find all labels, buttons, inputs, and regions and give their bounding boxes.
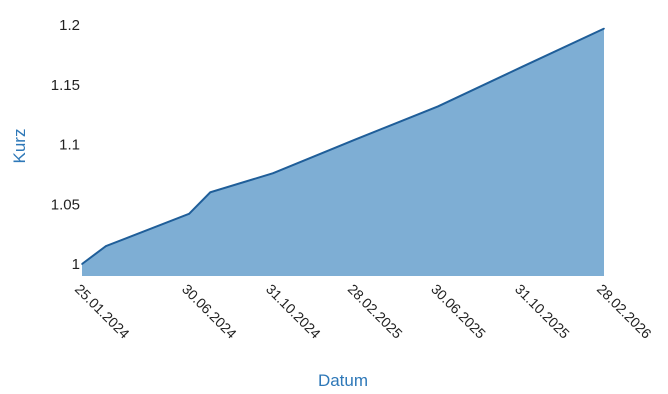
y-tick-label: 1.2 [59,17,80,34]
data-point-0 [81,263,83,265]
data-point-7 [521,66,523,68]
x-tick-label: 25.01.2024 [72,281,133,342]
x-axis-ticks: 25.01.2024 30.06.2024 31.10.2024 28.02.2025… [72,281,655,342]
data-point-8 [603,27,605,30]
y-tick-label: 1.1 [59,137,80,154]
data-point-2 [188,213,190,215]
x-tick-label: 30.06.2025 [428,281,489,342]
x-tick-label: 31.10.2025 [512,281,573,342]
x-tick-label: 28.02.2025 [345,281,406,342]
y-tick-label: 1 [72,256,80,273]
data-point-6 [437,105,439,108]
plot-area [81,27,605,276]
x-tick-label: 31.10.2024 [263,281,324,342]
y-axis-title: Kurz [10,129,29,164]
y-axis-ticks: 1 1.05 1.1 1.15 1.2 [51,17,80,273]
data-point-4 [272,172,274,175]
data-point-5 [354,138,356,141]
data-point-1 [105,245,107,247]
x-tick-label: 30.06.2024 [179,281,240,342]
y-tick-label: 1.15 [51,77,80,94]
x-axis-title: Datum [318,371,368,390]
x-tick-label: 28.02.2026 [594,281,655,342]
data-point-3 [209,191,212,194]
y-tick-label: 1.05 [51,196,80,213]
